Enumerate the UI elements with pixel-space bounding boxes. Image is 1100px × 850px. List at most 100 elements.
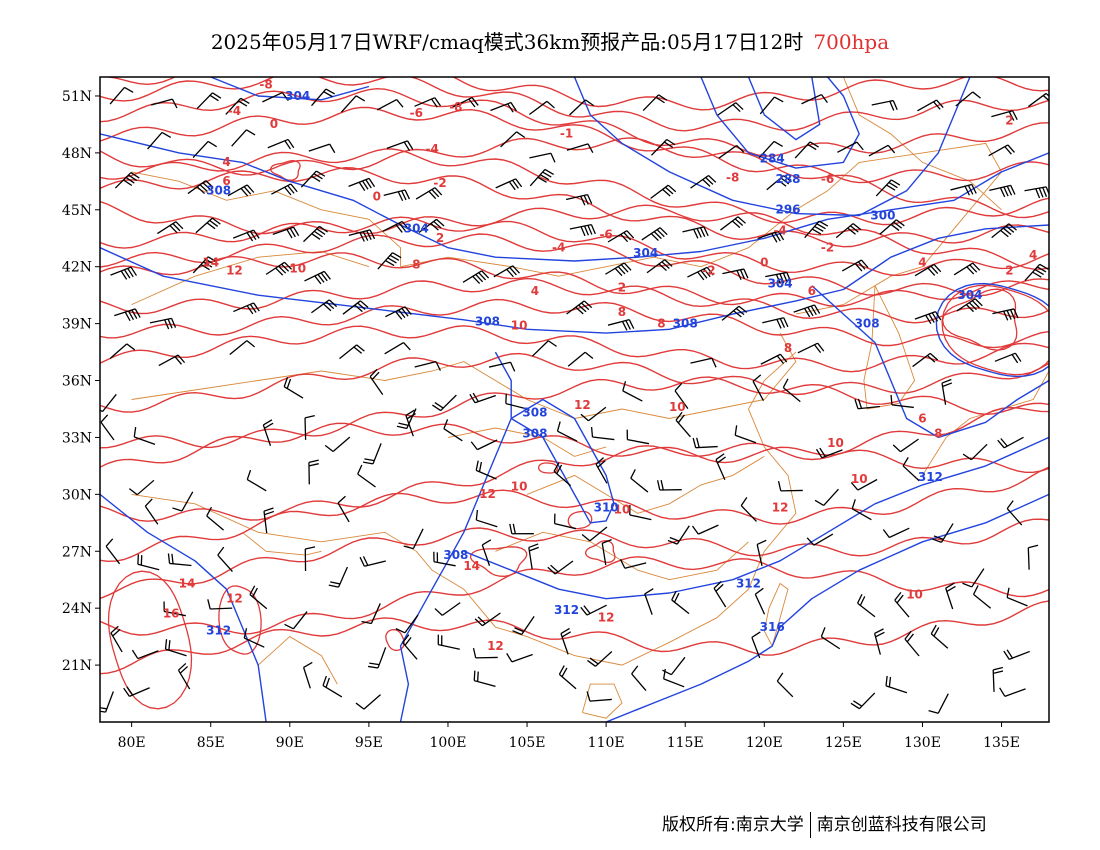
wind-barb [917, 99, 944, 112]
height-label: 300 [870, 208, 895, 222]
wind-barb [532, 340, 557, 357]
wind-barb [361, 603, 381, 625]
lat-label: 27N [62, 544, 92, 560]
wind-barb [433, 551, 456, 567]
wind-barb [630, 469, 649, 493]
wind-barb [991, 110, 1018, 121]
wind-barb [432, 394, 457, 412]
wind-barb [509, 523, 534, 535]
lat-label: 48N [62, 146, 92, 162]
boundary-line [842, 77, 1002, 211]
temperature-label: 4 [531, 284, 539, 298]
height-contour [100, 133, 1049, 262]
boundary-line [581, 683, 623, 719]
wind-barb [873, 628, 885, 655]
wind-barb [956, 298, 983, 313]
temperature-label: -8 [259, 77, 272, 91]
temperature-label: 10 [289, 261, 306, 275]
height-label: 308 [475, 315, 500, 329]
temperature-contour [100, 216, 1049, 277]
wind-barb [553, 513, 577, 530]
wind-barb [931, 523, 954, 543]
wind-barb [904, 630, 920, 657]
height-contour [747, 77, 821, 141]
wind-barb [941, 378, 953, 405]
lon-label: 95E [355, 735, 383, 751]
temperature-label: 10 [511, 318, 528, 332]
wind-barb [303, 225, 328, 243]
wind-barb [955, 91, 981, 107]
wind-barb [271, 183, 298, 196]
wind-barb [472, 647, 498, 659]
wind-barb [671, 590, 690, 615]
wind-barb [481, 539, 492, 566]
lat-label: 30N [62, 487, 92, 503]
temperature-label: 8 [657, 316, 665, 330]
wind-barb [857, 593, 876, 618]
wind-barb [782, 378, 801, 403]
height-label: 308 [206, 184, 231, 198]
temperature-contour-closed [218, 585, 262, 655]
wind-barb [607, 319, 635, 331]
wind-barb [928, 693, 949, 714]
temperature-label: 8 [412, 258, 420, 272]
wind-barb [414, 97, 442, 108]
wind-barb [272, 226, 300, 239]
lon-label: 90E [276, 735, 304, 751]
wind-barb [854, 398, 880, 410]
wind-barb [1024, 263, 1049, 282]
wind-barb [342, 300, 369, 315]
wind-barb [953, 262, 981, 276]
temperature-label: 14 [463, 559, 480, 573]
boundary-line [131, 251, 370, 306]
wind-barb [376, 98, 404, 111]
wind-barb [820, 627, 841, 650]
temperature-label: 10 [906, 588, 923, 602]
wind-barb [163, 601, 186, 617]
wind-barb [777, 480, 803, 492]
temperature-label: 4 [222, 155, 230, 169]
temperature-contour-closed [941, 288, 1018, 351]
wind-barb [607, 230, 635, 243]
wind-barb [105, 538, 121, 565]
height-label: 308 [855, 316, 880, 330]
wind-barb [757, 230, 785, 243]
lat-label: 51N [62, 89, 92, 105]
wind-barb [308, 143, 336, 154]
height-contour [399, 351, 512, 722]
height-label: 304 [285, 89, 310, 103]
wind-barb [109, 343, 136, 359]
wind-barb [348, 229, 376, 242]
wind-barb [992, 308, 1019, 321]
wind-barb [756, 539, 767, 567]
wind-barb [1003, 649, 1030, 660]
wind-barb [363, 443, 382, 465]
wind-barb [721, 305, 748, 321]
wind-barb [656, 480, 682, 491]
height-label: 308 [673, 316, 698, 330]
wind-barb [560, 627, 572, 655]
wind-barb [619, 559, 647, 569]
wind-barb [581, 526, 608, 542]
wind-barb [114, 308, 141, 322]
height-label: 308 [522, 426, 547, 440]
wind-barb [751, 631, 761, 659]
wind-barb [734, 425, 757, 444]
wind-barb [962, 568, 985, 588]
wind-barb [137, 554, 160, 571]
wind-barb [835, 223, 862, 239]
wind-barb [262, 92, 289, 103]
wind-barb [355, 694, 381, 710]
wind-barb [506, 653, 533, 663]
temperature-label: 8 [934, 426, 942, 440]
wind-barb [663, 668, 685, 688]
temperature-label: -4 [773, 223, 786, 237]
wind-barb [644, 588, 654, 615]
wind-barb [207, 599, 233, 610]
wind-barb [556, 421, 578, 442]
lon-label: 115E [667, 735, 704, 751]
height-contour [100, 224, 1049, 334]
temperature-label: 2 [1005, 263, 1013, 277]
wind-barb [868, 144, 896, 157]
wind-barb [962, 443, 988, 461]
